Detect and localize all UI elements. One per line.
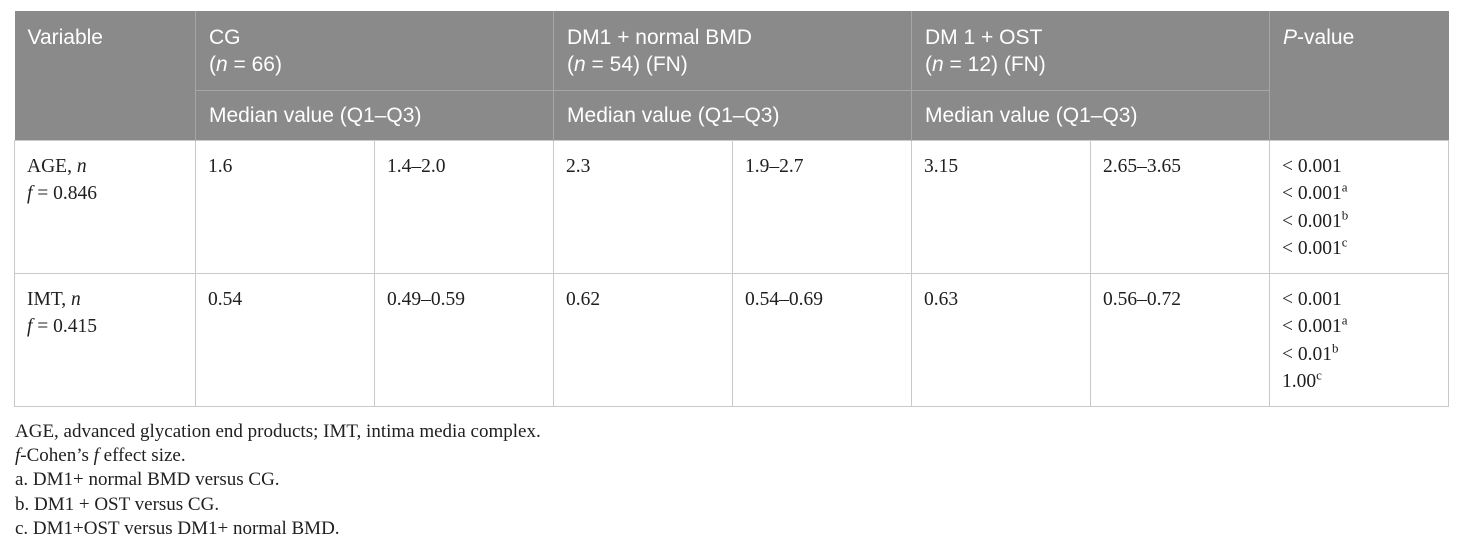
pvalue-line: < 0.001 <box>1282 155 1342 177</box>
range-cell: 0.54–0.69 <box>732 272 913 407</box>
range-cell: 0.56–0.72 <box>1090 272 1271 407</box>
pvalue-cell: < 0.001 < 0.001a < 0.001b < 0.001c <box>1269 139 1450 274</box>
col-header-cg: CG (n = 66) <box>194 11 554 91</box>
group-n: (n = 54) (FN) <box>567 53 688 76</box>
table-row-imt: IMT, n f = 0.415 0.54 0.49–0.59 0.62 0.5… <box>14 272 1450 407</box>
pvalue-line: < 0.001b <box>1282 207 1349 232</box>
footnote-effect-size: f-Cohen’s f effect size. <box>15 444 186 466</box>
col-header-dm1-normal-bmd: DM1 + normal BMD (n = 54) (FN) <box>553 11 912 91</box>
pvalue-line: < 0.01b <box>1282 340 1339 365</box>
pvalue-line: 1.00c <box>1282 367 1322 393</box>
footnote-c: c. DM1+OST versus DM1+ normal BMD. <box>15 518 340 540</box>
median-cell: 0.63 <box>911 272 1092 407</box>
subheader-median-dm1-ost: Median value (Q1–Q3) <box>911 90 1270 140</box>
group-name: DM 1 + OST <box>925 26 1043 49</box>
range-cell: 2.65–3.65 <box>1090 139 1271 274</box>
col-header-pvalue: P-value <box>1269 11 1449 140</box>
range-cell: 1.4–2.0 <box>373 139 555 274</box>
group-name: CG <box>209 26 241 49</box>
footnote-abbreviations: AGE, advanced glycation end products; IM… <box>15 420 541 442</box>
col-header-dm1-ost: DM 1 + OST (n = 12) (FN) <box>911 11 1270 91</box>
subheader-median-dm1-normal-bmd: Median value (Q1–Q3) <box>553 90 912 140</box>
pvalue-line: < 0.001c <box>1282 234 1348 260</box>
footnote-a: a. DM1+ normal BMD versus CG. <box>15 469 280 491</box>
range-cell: 0.49–0.59 <box>373 272 555 407</box>
table-header: Variable CG (n = 66) DM1 + normal BMD (n… <box>14 11 1449 140</box>
pvalue-line: < 0.001 <box>1282 288 1342 310</box>
median-cell: 2.3 <box>553 139 734 274</box>
group-name: DM1 + normal BMD <box>567 26 752 49</box>
median-cell: 3.15 <box>911 139 1092 274</box>
group-n: (n = 66) <box>209 53 282 76</box>
pvalue-line: < 0.001a <box>1282 312 1348 338</box>
variable-cell: IMT, n f = 0.415 <box>14 272 196 407</box>
statistics-table: Variable CG (n = 66) DM1 + normal BMD (n… <box>14 11 1450 407</box>
group-n: (n = 12) (FN) <box>925 53 1046 76</box>
footnote-b: b. DM1 + OST versus CG. <box>15 493 220 515</box>
subheader-median-cg: Median value (Q1–Q3) <box>194 90 554 140</box>
range-cell: 1.9–2.7 <box>732 139 913 274</box>
pvalue-line: < 0.001a <box>1282 179 1348 205</box>
col-header-variable: Variable <box>14 11 196 140</box>
table-row-age: AGE, n f = 0.846 1.6 1.4–2.0 2.3 1.9–2.7… <box>14 139 1450 274</box>
median-cell: 0.54 <box>195 272 375 407</box>
median-cell: 0.62 <box>553 272 734 407</box>
pvalue-cell: < 0.001 < 0.001a < 0.01b 1.00c <box>1269 272 1450 407</box>
footnotes: AGE, advanced glycation end products; IM… <box>15 420 1447 542</box>
table-body: AGE, n f = 0.846 1.6 1.4–2.0 2.3 1.9–2.7… <box>14 139 1450 407</box>
median-cell: 1.6 <box>195 139 375 274</box>
variable-cell: AGE, n f = 0.846 <box>14 139 196 274</box>
